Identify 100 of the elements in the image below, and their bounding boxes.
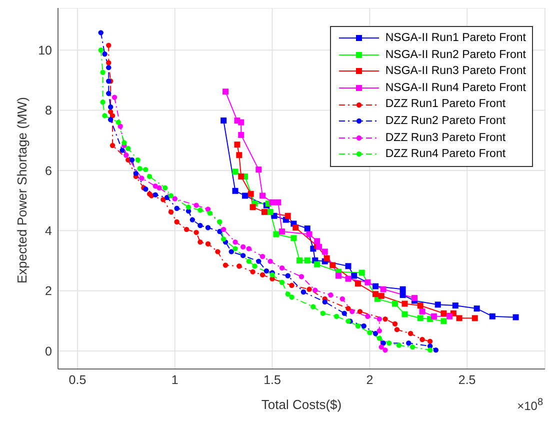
point <box>98 30 104 36</box>
point <box>248 190 254 197</box>
point <box>330 262 336 268</box>
point <box>346 306 351 312</box>
point <box>392 300 398 307</box>
point <box>328 292 334 298</box>
point <box>314 238 320 244</box>
point <box>106 64 112 70</box>
point <box>433 347 439 353</box>
point <box>386 340 392 346</box>
point <box>205 225 211 230</box>
point <box>174 206 180 211</box>
point <box>406 340 412 346</box>
point <box>222 262 228 268</box>
point <box>217 228 222 234</box>
point <box>417 302 424 309</box>
point <box>322 299 328 305</box>
point <box>489 313 496 320</box>
y-tick-label: 0 <box>45 344 52 358</box>
x-tick-label: 1.5 <box>264 372 282 387</box>
point <box>122 140 127 146</box>
y-tick-label: 2 <box>45 284 52 298</box>
point <box>408 330 414 336</box>
point <box>382 347 388 353</box>
point <box>139 176 144 181</box>
x-tick-label: 1 <box>171 372 178 387</box>
point <box>420 336 425 342</box>
point <box>376 336 382 341</box>
point <box>306 231 312 238</box>
point <box>361 323 366 329</box>
text: ×10$^{8}$ <box>517 397 543 413</box>
point <box>402 300 408 307</box>
point <box>220 226 226 232</box>
point <box>285 273 290 278</box>
point <box>472 315 478 322</box>
point <box>194 230 199 236</box>
point <box>116 120 121 125</box>
point <box>152 192 158 198</box>
legend-label: NSGA-II Run3 Pareto Front <box>385 64 526 80</box>
x-axis-title: Total Costs($) <box>261 397 342 412</box>
point <box>252 264 258 269</box>
point <box>242 192 248 199</box>
point <box>267 208 274 215</box>
point <box>162 185 168 190</box>
point <box>133 170 139 176</box>
point <box>419 308 426 315</box>
y-tick-label: 6 <box>45 164 52 178</box>
point <box>269 199 276 206</box>
point <box>340 296 346 302</box>
legend-label: DZZ Run4 Pareto Front <box>385 147 506 162</box>
point <box>342 310 347 316</box>
point <box>186 204 192 210</box>
point <box>298 274 304 280</box>
point <box>402 311 408 318</box>
point <box>168 209 174 215</box>
point <box>98 48 104 53</box>
point <box>411 295 418 302</box>
x-tick-label: 0.5 <box>68 372 86 387</box>
point <box>345 276 352 282</box>
point <box>400 286 406 292</box>
point <box>446 313 453 320</box>
point <box>334 314 340 319</box>
point <box>256 258 262 264</box>
point <box>234 142 240 148</box>
point <box>275 199 282 206</box>
point <box>382 316 388 322</box>
point <box>372 291 379 298</box>
point <box>430 313 437 320</box>
point <box>240 252 246 258</box>
point <box>324 255 330 262</box>
point <box>260 192 266 199</box>
point <box>358 270 365 276</box>
point <box>160 197 166 202</box>
y-axis-title: Expected Power Shortage (MW) <box>14 97 30 284</box>
point <box>296 257 303 264</box>
point <box>474 306 480 312</box>
point <box>143 166 148 172</box>
point <box>261 208 268 215</box>
legend-label: DZZ Run2 Pareto Front <box>385 114 506 129</box>
point <box>322 248 328 255</box>
point <box>106 90 112 96</box>
point <box>365 314 370 319</box>
point <box>164 194 170 200</box>
legend-label: NSGA-II Run1 Pareto Front <box>385 31 526 46</box>
point <box>400 292 406 298</box>
point <box>102 51 108 57</box>
point <box>440 318 447 324</box>
x-tick-label: 2.5 <box>458 372 476 387</box>
point <box>304 257 310 264</box>
point <box>217 219 222 224</box>
point <box>264 268 270 274</box>
point <box>394 326 400 332</box>
point <box>367 330 372 336</box>
point <box>279 228 286 235</box>
point <box>417 315 424 322</box>
point <box>110 142 116 148</box>
point <box>238 132 244 138</box>
point <box>440 310 447 316</box>
point <box>238 119 244 126</box>
point <box>174 219 180 224</box>
